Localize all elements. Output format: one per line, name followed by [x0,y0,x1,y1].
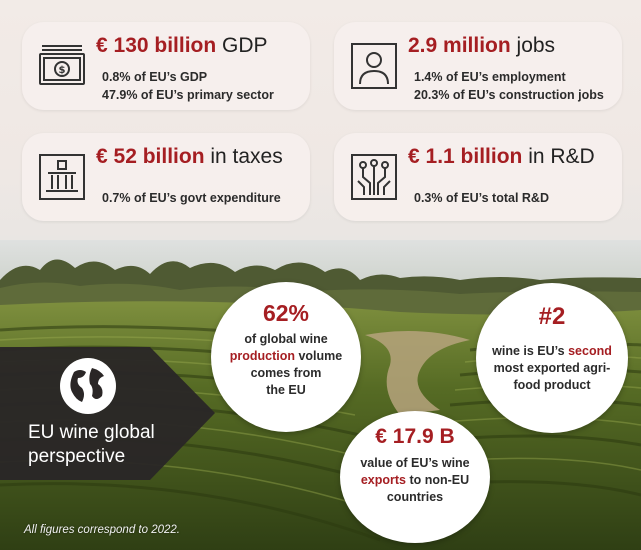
perspective-panel [0,347,215,480]
gdp-line-2: 47.9% of EU’s primary sector [102,88,274,102]
footnote: All figures correspond to 2022. [24,524,180,536]
circuit-chip-icon [351,154,397,200]
production-share-bubble: 62% of global wine production volume com… [211,282,361,432]
export-value: € 17.9 B [375,425,455,448]
banknote-icon: $ [39,45,85,85]
government-building-icon [39,154,85,200]
export-rank-bubble: #2 wine is EU’s second most exported agr… [476,283,628,433]
gdp-line-1: 0.8% of EU’s GDP [102,70,208,84]
person-icon [351,43,397,89]
taxes-card: € 52 billion in taxes 0.7% of EU’s govt … [22,133,310,221]
gdp-card: $ € 130 billion GDP 0.8% of EU’s GDP 47.… [22,22,310,110]
jobs-line-1: 1.4% of EU’s employment [414,70,566,84]
taxes-line-1: 0.7% of EU’s govt expenditure [102,191,281,205]
gdp-headline: € 130 billion GDP [96,34,268,57]
panel-title: EU wine global perspective [28,422,155,467]
rd-headline: € 1.1 billion in R&D [408,145,595,168]
production-share-value: 62% [262,300,310,326]
jobs-line-2: 20.3% of EU’s construction jobs [414,88,604,102]
taxes-headline: € 52 billion in taxes [96,145,283,168]
export-rank-value: #2 [538,303,566,330]
rd-card: € 1.1 billion in R&D 0.3% of EU’s total … [334,133,622,221]
svg-text:$: $ [59,65,66,76]
jobs-card: 2.9 million jobs 1.4% of EU’s employment… [334,22,622,110]
export-value-bubble: € 17.9 B value of EU’s wine exports to n… [340,411,490,543]
rd-line-1: 0.3% of EU’s total R&D [414,191,549,205]
jobs-headline: 2.9 million jobs [408,34,556,57]
globe-icon [60,358,116,414]
